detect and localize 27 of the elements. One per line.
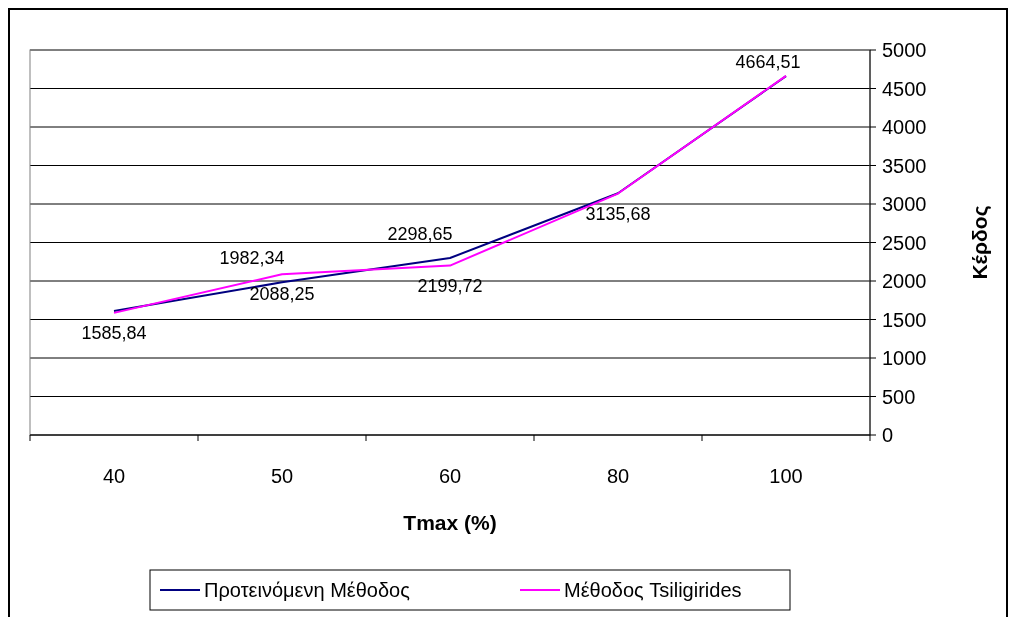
y-tick-label: 2500 <box>882 231 927 254</box>
y-tick-label: 5000 <box>882 39 927 61</box>
data-label: 1585,84 <box>81 322 147 343</box>
y-tick-label: 3000 <box>882 193 927 215</box>
y-tick-label: 4000 <box>882 116 927 138</box>
y-tick-label: 2000 <box>882 270 927 292</box>
x-axis-title: Tmax (%) <box>403 511 497 534</box>
y-tick-label: 0 <box>882 424 894 446</box>
data-label: 3135,68 <box>585 203 651 224</box>
data-label: 4664,51 <box>735 51 801 72</box>
x-tick-label: 50 <box>270 465 294 487</box>
x-tick-label: 40 <box>102 465 126 487</box>
y-tick-label: 500 <box>882 385 916 408</box>
x-tick-label: 100 <box>769 465 803 487</box>
y-tick-label: 1000 <box>882 347 927 369</box>
y-tick-label: 1500 <box>882 308 927 331</box>
legend-label: Μέθοδος Tsiligirides <box>564 579 742 601</box>
x-tick-label: 60 <box>438 465 462 487</box>
x-tick-label: 80 <box>606 465 630 487</box>
y-tick-label: 3500 <box>882 154 927 177</box>
legend-label: Προτεινόμενη Μέθοδος <box>204 579 411 601</box>
data-label: 2298,65 <box>387 224 453 244</box>
data-label: 2199,72 <box>417 275 483 296</box>
y-tick-label: 4500 <box>882 77 927 100</box>
data-label: 2088,25 <box>249 284 315 305</box>
y-axis-title: Κέρδος <box>968 205 993 280</box>
data-label: 1982,34 <box>219 248 285 269</box>
